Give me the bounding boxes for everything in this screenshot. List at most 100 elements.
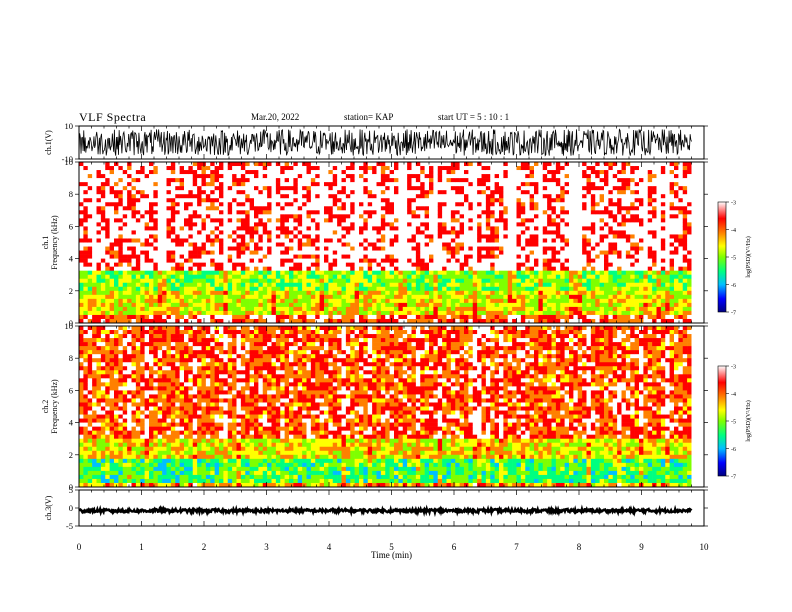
- spectrogram-cell: [328, 222, 334, 227]
- spectrogram-cell: [367, 178, 373, 183]
- spectrogram-cell: [87, 186, 93, 191]
- spectrogram-cell: [359, 298, 364, 304]
- spectrogram-cell: [354, 234, 360, 239]
- spectrogram-cell: [109, 242, 115, 247]
- spectrogram-cell: [415, 242, 421, 247]
- spectrogram-cell: [599, 274, 605, 280]
- spectrogram-cell: [468, 294, 474, 300]
- spectrogram-cell: [258, 194, 264, 199]
- spectrogram-cell: [197, 306, 202, 312]
- spectrogram-cell: [472, 298, 478, 304]
- spectrogram-cell: [595, 190, 600, 195]
- spectrogram-cell: [442, 246, 447, 251]
- spectrogram-cell: [337, 186, 342, 191]
- spectrogram-cell: [118, 306, 124, 312]
- spectrogram-cell: [324, 214, 329, 219]
- spectrogram-cell: [420, 286, 425, 292]
- spectrogram-cell: [586, 286, 592, 292]
- spectrogram-cell: [332, 230, 338, 235]
- spectrogram-cell: [507, 194, 513, 199]
- spectrogram-cell: [577, 186, 583, 191]
- spectrogram-cell: [376, 178, 382, 183]
- spectrogram-cell: [114, 170, 119, 175]
- spectrogram-cell: [398, 206, 404, 211]
- spectrogram-cell: [512, 206, 517, 211]
- spectrogram-cell: [494, 286, 500, 292]
- spectrogram-cell: [92, 282, 97, 288]
- spectrogram-cell: [569, 262, 574, 267]
- spectrogram-cell: [573, 258, 579, 263]
- spectrogram-cell: [166, 250, 172, 255]
- spectrogram-cell: [162, 234, 167, 239]
- spectrogram-cell: [359, 202, 364, 207]
- spectrogram-cell: [232, 198, 237, 203]
- spectrogram-cell: [424, 226, 430, 231]
- spectrogram-cell: [481, 166, 487, 171]
- spectrogram-cell: [429, 298, 434, 304]
- spectrogram-cell: [324, 298, 329, 304]
- spectrogram-cell: [490, 246, 495, 251]
- spectrogram-cell: [380, 242, 386, 247]
- spectrogram-cell: [446, 230, 452, 235]
- spectrogram-cell: [560, 278, 565, 284]
- spectrogram-cell: [367, 298, 373, 304]
- spectrogram-cell: [210, 238, 215, 243]
- spectrogram-cell: [354, 170, 360, 175]
- spectrogram-cell: [555, 266, 561, 271]
- spectrogram-cell: [324, 238, 329, 243]
- spectrogram-cell: [345, 186, 351, 191]
- spectrogram-cell: [485, 234, 491, 239]
- spectrogram-cell: [306, 230, 312, 235]
- spectrogram-cell: [446, 258, 452, 263]
- spectrogram-cell: [319, 222, 325, 227]
- spectrogram-cell: [372, 302, 377, 308]
- spectrogram-cell: [367, 162, 373, 167]
- spectrogram-cell: [254, 310, 259, 316]
- spectrogram-cell: [442, 166, 447, 171]
- spectrogram-cell: [254, 258, 259, 263]
- spectrogram-cell: [131, 298, 137, 304]
- spectrogram-cell: [499, 222, 504, 227]
- spectrogram-cell: [170, 242, 176, 247]
- spectrogram-cell: [420, 226, 425, 231]
- spectrogram-cell: [590, 190, 596, 195]
- spectrogram-cell: [210, 182, 215, 187]
- spectrogram-cell: [520, 198, 526, 203]
- spectrogram-cell: [402, 242, 408, 247]
- spectrogram-cell: [354, 254, 360, 259]
- spectrogram-cell: [144, 226, 150, 231]
- spectrogram-cell: [289, 298, 294, 304]
- spectrogram-cell: [573, 222, 579, 227]
- spectrogram-cell: [122, 250, 128, 255]
- spectrogram-cell: [254, 278, 259, 284]
- spectrogram-cell: [219, 258, 224, 263]
- spectrogram-cell: [547, 162, 552, 167]
- spectrogram-cell: [586, 190, 592, 195]
- spectrogram-cell: [560, 214, 565, 219]
- spectrogram-cell: [341, 310, 347, 316]
- spectrogram-cell: [485, 182, 491, 187]
- spectrogram-cell: [205, 210, 211, 215]
- spectrogram-cell: [149, 194, 154, 199]
- spectrogram-cell: [617, 298, 622, 304]
- spectrogram-cell: [415, 194, 421, 199]
- spectrogram-cell: [87, 238, 93, 243]
- spectrogram-cell: [485, 278, 491, 284]
- spectrogram-cell: [577, 314, 583, 320]
- spectrogram-cell: [359, 214, 364, 219]
- spectrogram-cell: [262, 298, 268, 304]
- spectrogram-cell: [547, 318, 552, 324]
- spectrogram-cell: [122, 186, 128, 191]
- spectrogram-cell: [363, 294, 369, 300]
- spectrogram-cell: [617, 170, 622, 175]
- spectrogram-cell: [144, 202, 150, 207]
- spectrogram-cell: [122, 214, 128, 219]
- spectrogram-cell: [245, 198, 250, 203]
- spectrogram-cell: [446, 290, 452, 296]
- spectrogram-cell: [201, 310, 207, 316]
- spectrogram-cell: [262, 302, 268, 308]
- spectrogram-cell: [586, 262, 592, 267]
- spectrogram-cell: [100, 230, 106, 235]
- spectrogram-cell: [608, 174, 614, 179]
- spectrogram-cell: [275, 222, 281, 227]
